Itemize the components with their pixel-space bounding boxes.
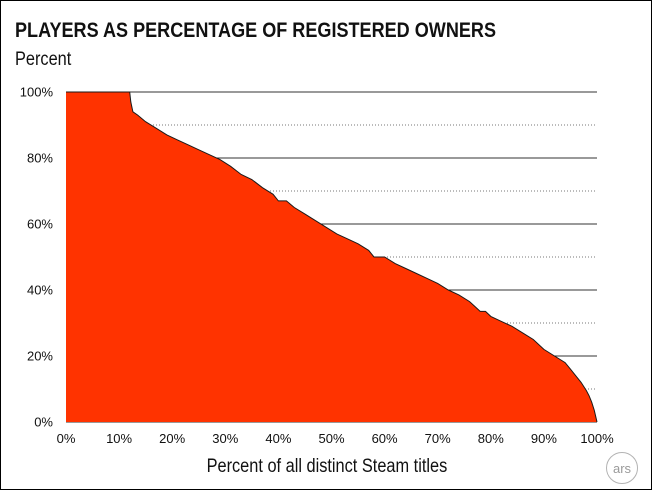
x-tick-label: 80% (478, 431, 504, 446)
y-tick-label: 0% (34, 415, 53, 430)
ars-logo: ars (606, 452, 638, 484)
x-tick-label: 10% (106, 431, 132, 446)
area-series-edge (66, 91, 598, 423)
x-tick-label: 70% (425, 431, 451, 446)
area-series-fill (66, 92, 597, 422)
x-tick-label: 30% (212, 431, 238, 446)
chart-subtitle: Percent (15, 49, 72, 70)
x-tick-label: 0% (57, 431, 76, 446)
x-tick-label: 100% (580, 431, 614, 446)
area-layer (66, 91, 598, 423)
x-tick-label: 20% (159, 431, 185, 446)
y-tick-label: 80% (27, 151, 53, 166)
x-tick-label: 40% (265, 431, 291, 446)
x-tick-label: 50% (318, 431, 344, 446)
y-tick-label: 100% (20, 85, 54, 100)
y-tick-label: 40% (27, 283, 53, 298)
tick-layer: 0% 20% 40% 60% 80% 100% 0% 10% 20% 30% 40% 50% 60% 70… (20, 85, 614, 447)
chart-title: PLAYERS AS PERCENTAGE OF REGISTERED OWNE… (15, 19, 497, 42)
x-axis-label-text: Percent of all distinct Steam titles (206, 456, 448, 477)
x-tick-label: 60% (372, 431, 398, 446)
x-axis-label: Percent of all distinct Steam titles (1, 455, 651, 479)
x-tick-label: 90% (531, 431, 557, 446)
y-tick-label: 60% (27, 217, 53, 232)
y-tick-label: 20% (27, 349, 53, 364)
